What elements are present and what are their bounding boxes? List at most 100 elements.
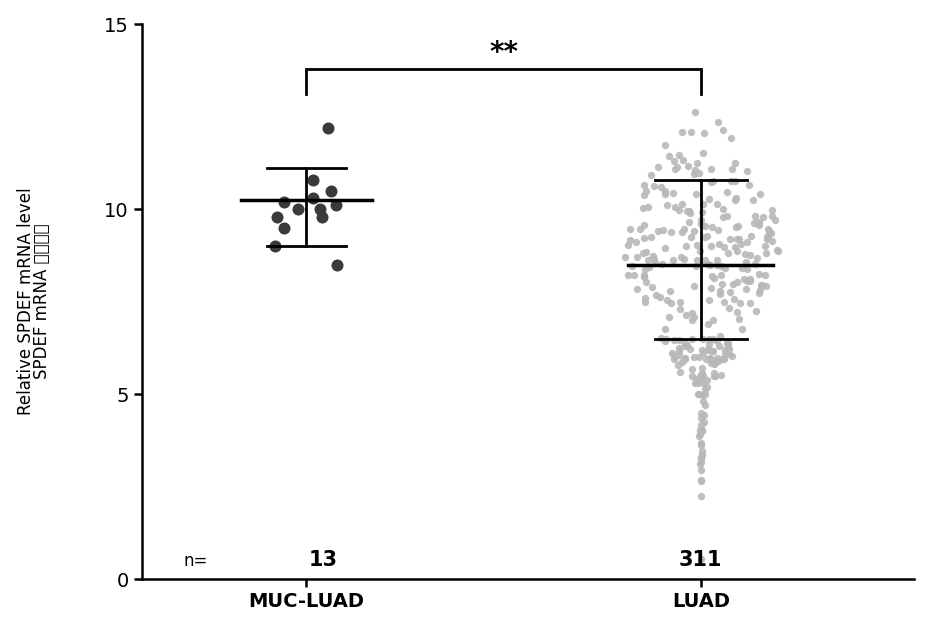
- Point: [703, 259, 718, 269]
- Point: [684, 364, 699, 374]
- Point: [739, 264, 754, 274]
- Point: [666, 188, 681, 198]
- Point: [707, 359, 722, 369]
- Point: [695, 207, 709, 217]
- Point: [731, 221, 746, 231]
- Point: [650, 227, 665, 237]
- Point: [639, 186, 654, 196]
- Point: [667, 354, 681, 364]
- Point: [702, 194, 717, 204]
- Point: [695, 450, 709, 460]
- Point: [699, 382, 714, 392]
- Point: [693, 420, 708, 430]
- Point: [715, 279, 730, 289]
- Point: [695, 199, 710, 209]
- Point: [710, 117, 725, 127]
- Point: [728, 176, 743, 186]
- Point: [682, 208, 697, 218]
- Point: [695, 345, 709, 355]
- Point: [270, 212, 285, 222]
- Point: [315, 212, 330, 222]
- Point: [709, 336, 724, 346]
- Point: [716, 125, 731, 135]
- Point: [704, 346, 719, 356]
- Point: [625, 261, 640, 271]
- Point: [651, 163, 666, 173]
- Point: [675, 127, 690, 137]
- Point: [629, 284, 644, 295]
- Point: [722, 344, 736, 354]
- Point: [698, 232, 713, 242]
- Point: [330, 259, 344, 269]
- Point: [672, 345, 687, 355]
- Point: [639, 277, 654, 287]
- Point: [646, 251, 661, 261]
- Point: [709, 353, 724, 363]
- Point: [649, 290, 664, 300]
- Point: [636, 203, 651, 213]
- Point: [752, 220, 767, 230]
- Point: [697, 221, 712, 231]
- Point: [727, 195, 742, 205]
- Point: [689, 188, 704, 198]
- Point: [749, 253, 764, 263]
- Point: [739, 237, 754, 247]
- Point: [647, 258, 662, 268]
- Point: [722, 349, 736, 359]
- Point: [666, 255, 681, 265]
- Point: [698, 400, 713, 410]
- Point: [708, 358, 722, 368]
- Point: [329, 200, 344, 210]
- Point: [657, 324, 672, 334]
- Point: [654, 333, 668, 343]
- Point: [764, 211, 779, 221]
- Point: [697, 256, 712, 266]
- Point: [663, 227, 678, 237]
- Point: [706, 334, 721, 344]
- Point: [691, 378, 706, 388]
- Text: SPDEF mRNA 相对水平: SPDEF mRNA 相对水平: [33, 224, 51, 379]
- Point: [678, 338, 693, 348]
- Point: [673, 367, 688, 377]
- Point: [689, 158, 704, 168]
- Point: [770, 245, 785, 255]
- Point: [657, 242, 672, 252]
- Point: [678, 354, 693, 364]
- Point: [718, 349, 733, 359]
- Point: [710, 355, 725, 365]
- Point: [704, 271, 719, 281]
- Point: [637, 269, 652, 279]
- Point: [706, 175, 721, 185]
- Point: [637, 264, 652, 274]
- Point: [698, 389, 713, 399]
- Point: [712, 341, 727, 351]
- Point: [739, 166, 754, 176]
- Point: [729, 222, 744, 232]
- Point: [703, 353, 718, 363]
- Point: [643, 232, 658, 242]
- Point: [628, 237, 643, 247]
- Point: [689, 240, 704, 250]
- Point: [671, 350, 686, 360]
- Point: [704, 358, 719, 368]
- Point: [684, 371, 699, 381]
- Point: [743, 231, 758, 241]
- Point: [722, 287, 737, 297]
- Point: [702, 334, 717, 344]
- Point: [709, 256, 724, 266]
- Point: [720, 338, 735, 348]
- Point: [694, 476, 708, 486]
- Point: [694, 438, 708, 448]
- Point: [671, 335, 686, 345]
- Point: [714, 370, 729, 380]
- Point: [632, 224, 647, 234]
- Point: [743, 274, 758, 284]
- Point: [267, 241, 282, 251]
- Point: [699, 354, 714, 364]
- Point: [717, 242, 732, 252]
- Point: [695, 425, 709, 435]
- Point: [734, 239, 749, 249]
- Point: [679, 340, 694, 350]
- Point: [696, 417, 711, 427]
- Point: [717, 263, 732, 273]
